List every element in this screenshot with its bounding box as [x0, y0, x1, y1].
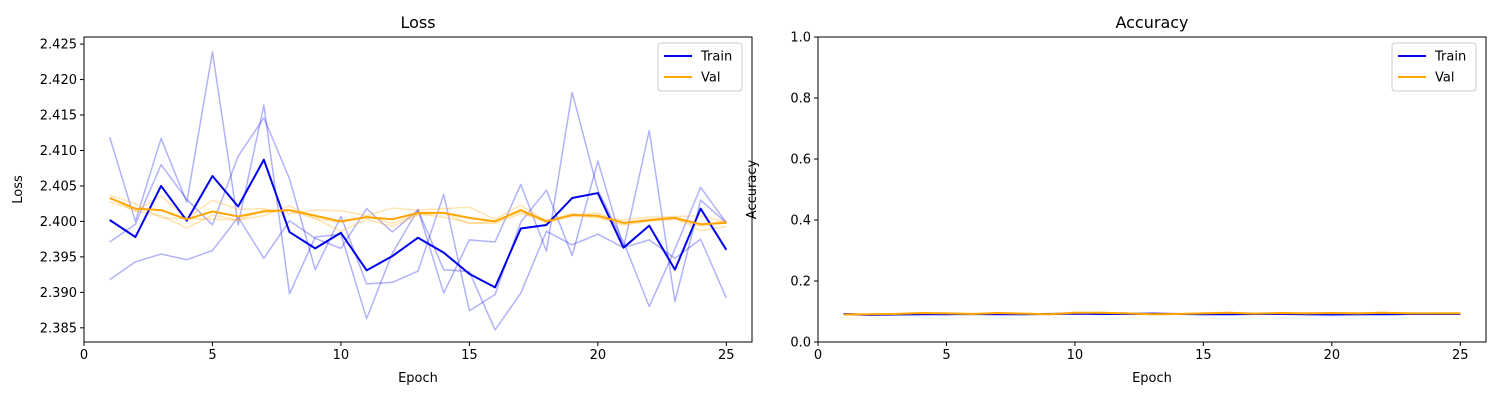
- y-tick-label: 2.400: [40, 215, 77, 230]
- x-tick-label: 0: [80, 348, 88, 363]
- y-tick-label: 0.8: [790, 92, 811, 107]
- y-tick-label: 2.415: [40, 109, 77, 124]
- series-line-val: [109, 197, 727, 226]
- x-tick-label: 10: [1067, 348, 1084, 363]
- legend-label: Train: [700, 50, 732, 65]
- y-tick-label: 0.6: [790, 153, 811, 168]
- accuracy-chart: Accuracy 0 5 10 15 20 25 0.0 0.2 0.4 0.6 0.8 1.0 Epoc…: [745, 13, 1487, 386]
- series-lines: [843, 311, 1461, 316]
- x-tick-label: 0: [814, 348, 822, 363]
- x-tick-label: 15: [461, 348, 478, 363]
- y-tick-label: 2.420: [40, 73, 77, 88]
- y-axis-label: Accuracy: [745, 160, 760, 220]
- x-tick-label: 20: [1324, 348, 1341, 363]
- run-lines: [108, 51, 727, 331]
- y-tick-label: 2.385: [40, 321, 77, 336]
- legend: Train Val: [1391, 42, 1477, 92]
- x-tick-label: 25: [718, 348, 735, 363]
- loss-chart: Loss 0 5 10 15 20 25 2.385 2.390 2.395 2.400 2.405 2…: [11, 13, 753, 386]
- y-tick-label: 2.395: [40, 250, 77, 265]
- y-tick-label: 0.0: [790, 336, 811, 351]
- x-axis-label: Epoch: [1132, 371, 1172, 386]
- y-tick-label: 2.410: [40, 144, 77, 159]
- series-line-train: [109, 158, 728, 289]
- plot-frame: [817, 36, 1487, 343]
- x-tick-label: 10: [333, 348, 350, 363]
- series-lines: [109, 158, 728, 289]
- y-tick-label: 1.0: [790, 31, 811, 46]
- chart-title: Loss: [400, 13, 435, 32]
- legend-label: Val: [701, 71, 720, 86]
- y-axis-label: Loss: [11, 175, 26, 204]
- x-tick-label: 5: [942, 348, 950, 363]
- y-tick-label: 2.425: [40, 38, 77, 53]
- series-line-val: [843, 311, 1461, 316]
- y-tick-label: 2.405: [40, 179, 77, 194]
- x-tick-label: 5: [208, 348, 216, 363]
- chart-title: Accuracy: [1115, 13, 1188, 32]
- run-line: [109, 194, 727, 223]
- legend: Train Val: [657, 42, 743, 92]
- y-tick-label: 2.390: [40, 286, 77, 301]
- x-tick-label: 20: [590, 348, 607, 363]
- plot-frame: [83, 36, 753, 343]
- y-tick-label: 0.2: [790, 275, 811, 290]
- run-line: [108, 51, 727, 320]
- x-tick-label: 25: [1452, 348, 1469, 363]
- x-tick-label: 15: [1195, 348, 1212, 363]
- legend-label: Val: [1435, 71, 1454, 86]
- y-tick-label: 0.4: [790, 214, 811, 229]
- x-axis-label: Epoch: [398, 371, 438, 386]
- legend-label: Train: [1434, 50, 1466, 65]
